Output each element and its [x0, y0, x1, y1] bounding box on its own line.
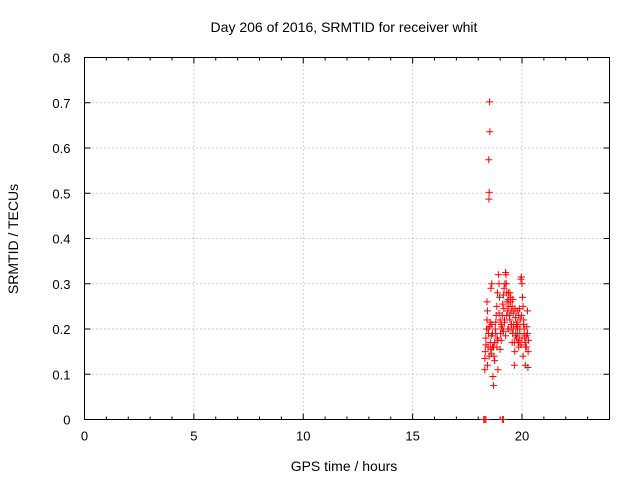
- data-point: [499, 300, 507, 308]
- y-axis-label: SRMTID / TECUs: [5, 184, 21, 294]
- y-tick-label: 0.7: [52, 96, 70, 111]
- y-tick-label: 0.4: [52, 232, 70, 247]
- data-point: [492, 330, 500, 338]
- data-point: [482, 341, 490, 349]
- data-point: [507, 325, 515, 333]
- data-point: [495, 293, 503, 301]
- data-point: [511, 314, 519, 322]
- data-point: [518, 334, 526, 342]
- data-point: [502, 271, 510, 279]
- data-point: [516, 330, 524, 338]
- data-point: [511, 348, 519, 356]
- x-axis-label: GPS time / hours: [291, 458, 398, 474]
- y-tick-label: 0.2: [52, 322, 70, 337]
- y-tick-label: 0: [63, 413, 70, 428]
- y-tick-labels: 0 0.1 0.2 0.3 0.4 0.5 0.6 0.7 0.8: [52, 51, 70, 428]
- data-point: [519, 302, 527, 310]
- x-tick-label: 15: [405, 429, 419, 444]
- data-point: [494, 336, 502, 344]
- data-point: [493, 302, 501, 310]
- y-tick-label: 0.6: [52, 141, 70, 156]
- data-point: [518, 311, 526, 319]
- data-point: [483, 307, 491, 315]
- data-point: [494, 271, 502, 279]
- x-tick-label: 10: [296, 429, 310, 444]
- data-point: [499, 416, 507, 423]
- x-tick-label: 20: [515, 429, 529, 444]
- data-point: [486, 318, 494, 326]
- data-point: [481, 354, 489, 362]
- data-point: [521, 361, 529, 369]
- data-point: [486, 98, 494, 106]
- data-point: [504, 289, 512, 297]
- data-point: [490, 382, 498, 390]
- data-point: [487, 350, 495, 358]
- data-points: [480, 98, 533, 423]
- data-point: [485, 156, 493, 164]
- data-point: [484, 325, 492, 333]
- data-point: [522, 343, 530, 351]
- data-point: [517, 341, 525, 349]
- data-point: [490, 343, 498, 351]
- data-point: [498, 325, 506, 333]
- data-point: [481, 366, 489, 374]
- data-point: [501, 316, 508, 324]
- data-point: [488, 280, 496, 288]
- data-point: [514, 323, 522, 331]
- data-point: [486, 128, 494, 136]
- data-point: [495, 309, 503, 317]
- data-point: [518, 293, 526, 301]
- data-point: [510, 361, 518, 369]
- data-point: [518, 280, 526, 288]
- data-point: [520, 316, 528, 324]
- data-point: [494, 366, 502, 374]
- y-tick-label: 0.5: [52, 186, 70, 201]
- data-point: [485, 195, 493, 203]
- data-point: [520, 325, 528, 333]
- chart-title: Day 206 of 2016, SRMTID for receiver whi…: [211, 19, 478, 35]
- data-point: [517, 273, 525, 281]
- grid-lines: [84, 57, 610, 420]
- data-point: [509, 309, 517, 317]
- y-tick-label: 0.1: [52, 367, 70, 382]
- tick-marks: [84, 57, 610, 420]
- data-point: [525, 336, 533, 344]
- data-point: [483, 298, 491, 306]
- x-tick-label: 0: [81, 429, 88, 444]
- y-tick-label: 0.8: [52, 51, 70, 66]
- data-point: [491, 357, 499, 365]
- data-point: [487, 284, 495, 292]
- data-point: [500, 305, 508, 313]
- data-point: [519, 352, 527, 360]
- data-point: [481, 348, 489, 356]
- y-tick-label: 0.3: [52, 277, 70, 292]
- data-point: [523, 330, 531, 338]
- data-point: [523, 307, 531, 315]
- data-point: [482, 334, 490, 342]
- data-point: [482, 416, 490, 423]
- data-point: [483, 361, 491, 369]
- x-tick-labels: 0 5 10 15 20: [81, 429, 529, 444]
- data-point: [494, 289, 501, 297]
- x-tick-label: 5: [190, 429, 197, 444]
- data-point: [497, 320, 505, 328]
- data-point: [500, 284, 508, 292]
- data-point: [489, 373, 497, 381]
- data-point: [515, 305, 523, 313]
- data-point: [502, 332, 510, 340]
- data-point: [509, 296, 517, 304]
- data-point: [485, 188, 493, 196]
- data-point: [502, 280, 510, 288]
- data-point: [496, 345, 504, 353]
- data-point: [495, 280, 503, 288]
- data-point: [503, 311, 511, 319]
- data-point: [524, 348, 532, 356]
- data-point: [510, 339, 518, 347]
